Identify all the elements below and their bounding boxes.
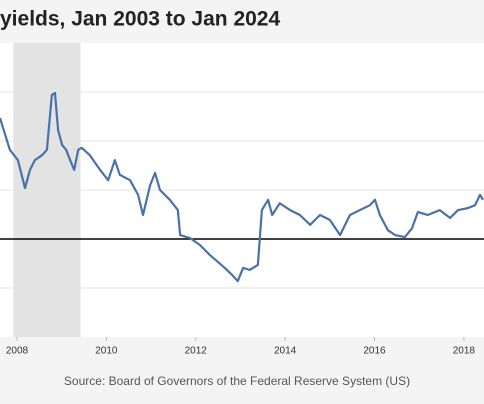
source-note: Source: Board of Governors of the Federa… — [64, 374, 410, 388]
x-tick-label: 2012 — [185, 346, 208, 357]
x-tick-label: 2014 — [274, 346, 297, 357]
chart-title: yields, Jan 2003 to Jan 2024 — [0, 8, 280, 31]
data-line — [0, 91, 484, 283]
x-tick-label: 2008 — [6, 346, 29, 357]
x-tick-label: 2010 — [95, 346, 118, 357]
x-tick-label: 2018 — [453, 346, 476, 357]
x-tick-label: 2016 — [363, 346, 386, 357]
